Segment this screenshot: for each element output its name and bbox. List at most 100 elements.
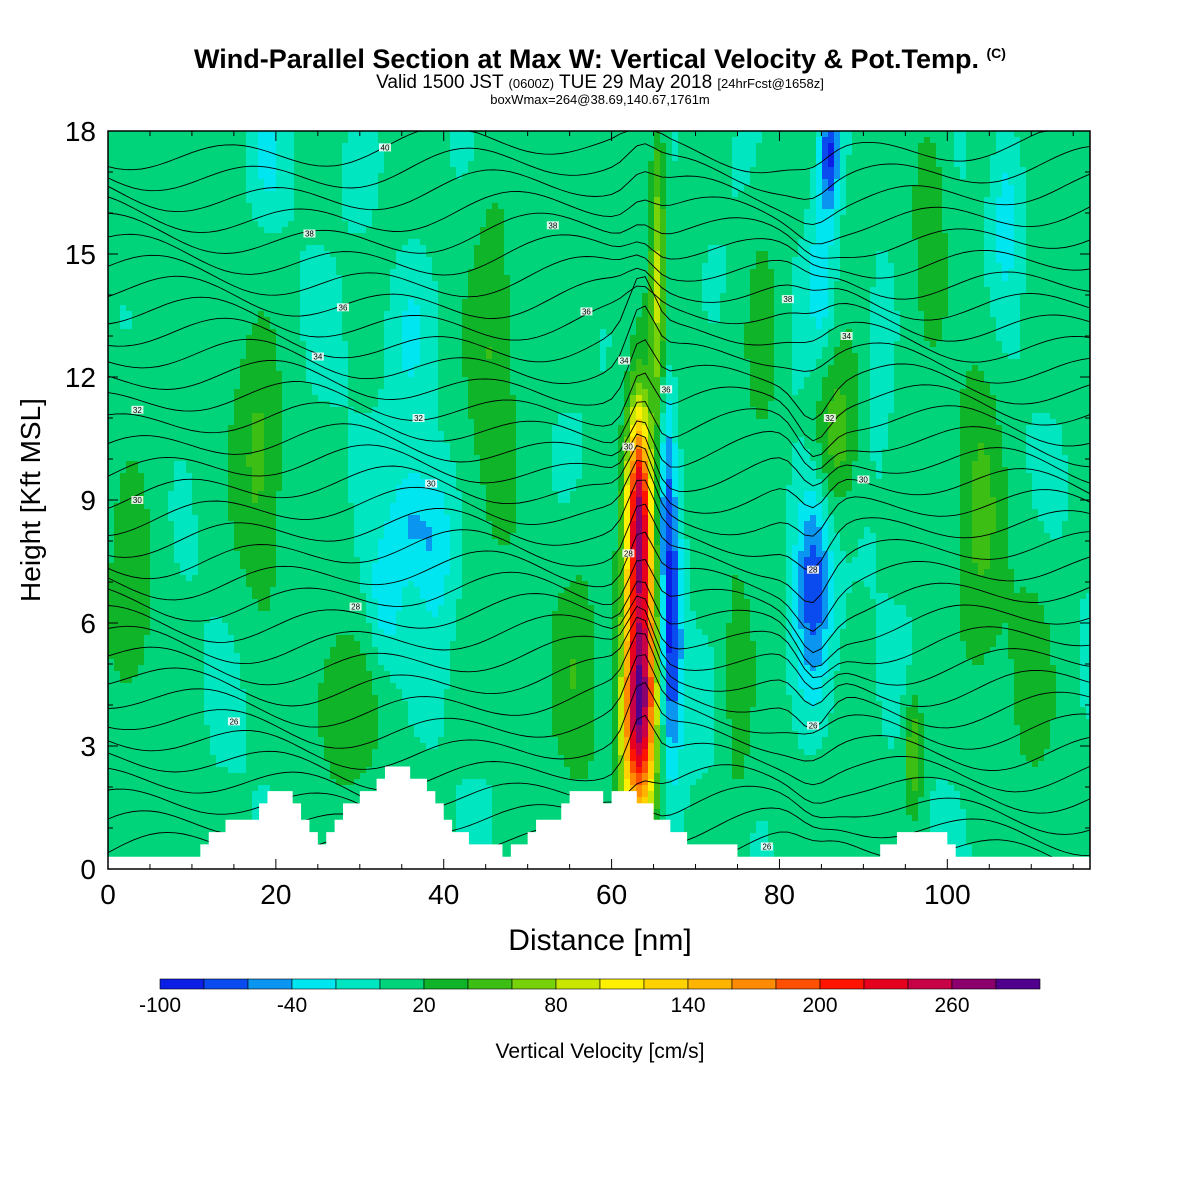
velocity-cell — [144, 827, 151, 834]
velocity-cell — [162, 215, 169, 222]
velocity-cell — [132, 851, 139, 858]
velocity-cell — [144, 335, 151, 342]
velocity-cell — [138, 527, 145, 534]
velocity-cell — [138, 545, 145, 552]
velocity-cell — [192, 485, 199, 492]
velocity-cell — [144, 317, 151, 324]
velocity-cell — [114, 275, 121, 282]
velocity-cell — [120, 473, 127, 480]
velocity-cell — [114, 641, 121, 648]
velocity-cell — [174, 347, 181, 354]
velocity-cell — [144, 635, 151, 642]
velocity-cell — [150, 299, 157, 306]
velocity-cell — [168, 671, 175, 678]
velocity-cell — [132, 347, 139, 354]
velocity-cell — [144, 629, 151, 636]
velocity-cell — [138, 815, 145, 822]
velocity-cell — [186, 329, 193, 336]
velocity-cell — [120, 353, 127, 360]
velocity-cell — [162, 833, 169, 840]
velocity-cell — [150, 659, 157, 666]
velocity-cell — [120, 419, 127, 426]
velocity-cell — [120, 401, 127, 408]
velocity-cell — [174, 179, 181, 186]
velocity-cell — [132, 569, 139, 576]
velocity-cell — [150, 311, 157, 318]
velocity-cell — [168, 551, 175, 558]
velocity-cell — [126, 329, 133, 336]
velocity-cell — [192, 293, 199, 300]
velocity-cell — [198, 287, 205, 294]
velocity-cell — [168, 677, 175, 684]
velocity-cell — [114, 227, 121, 234]
velocity-cell — [198, 665, 205, 672]
velocity-cell — [162, 569, 169, 576]
velocity-cell — [126, 293, 133, 300]
velocity-cell — [192, 605, 199, 612]
velocity-cell — [150, 263, 157, 270]
velocity-cell — [144, 353, 151, 360]
velocity-cell — [174, 731, 181, 738]
velocity-cell — [186, 797, 193, 804]
velocity-cell — [186, 479, 193, 486]
velocity-cell — [198, 617, 205, 624]
velocity-cell — [186, 737, 193, 744]
velocity-cell — [108, 431, 115, 438]
velocity-cell — [156, 347, 163, 354]
velocity-cell — [138, 485, 145, 492]
velocity-cell — [126, 167, 133, 174]
velocity-cell — [120, 533, 127, 540]
velocity-cell — [132, 449, 139, 456]
velocity-cell — [120, 227, 127, 234]
velocity-cell — [126, 245, 133, 252]
velocity-cell — [174, 683, 181, 690]
velocity-cell — [144, 137, 151, 144]
velocity-cell — [132, 755, 139, 762]
velocity-cell — [156, 581, 163, 588]
velocity-cell — [192, 215, 199, 222]
velocity-cell — [144, 803, 151, 810]
velocity-cell — [174, 413, 181, 420]
velocity-cell — [132, 593, 139, 600]
velocity-cell — [114, 137, 121, 144]
velocity-cell — [120, 407, 127, 414]
velocity-cell — [156, 155, 163, 162]
velocity-cell — [144, 431, 151, 438]
velocity-cell — [144, 179, 151, 186]
velocity-cell — [162, 581, 169, 588]
velocity-cell — [174, 269, 181, 276]
velocity-cell — [186, 461, 193, 468]
velocity-cell — [138, 845, 145, 852]
velocity-cell — [192, 167, 199, 174]
velocity-cell — [192, 491, 199, 498]
velocity-cell — [126, 323, 133, 330]
velocity-cell — [192, 329, 199, 336]
velocity-cell — [144, 473, 151, 480]
velocity-cell — [126, 179, 133, 186]
velocity-cell — [144, 359, 151, 366]
velocity-cell — [198, 719, 205, 726]
velocity-cell — [114, 305, 121, 312]
velocity-cell — [132, 641, 139, 648]
velocity-cell — [162, 137, 169, 144]
velocity-cell — [120, 431, 127, 438]
velocity-cell — [132, 245, 139, 252]
velocity-cell — [126, 707, 133, 714]
velocity-cell — [132, 713, 139, 720]
velocity-cell — [192, 839, 199, 846]
velocity-cell — [132, 203, 139, 210]
velocity-cell — [138, 755, 145, 762]
velocity-cell — [150, 407, 157, 414]
velocity-cell — [144, 371, 151, 378]
velocity-cell — [186, 761, 193, 768]
velocity-cell — [186, 701, 193, 708]
velocity-cell — [132, 719, 139, 726]
velocity-cell — [198, 215, 205, 222]
velocity-cell — [204, 191, 211, 198]
velocity-cell — [174, 443, 181, 450]
velocity-cell — [186, 827, 193, 834]
velocity-cell — [186, 557, 193, 564]
velocity-cell — [162, 263, 169, 270]
velocity-cell — [198, 743, 205, 750]
velocity-cell — [132, 845, 139, 852]
